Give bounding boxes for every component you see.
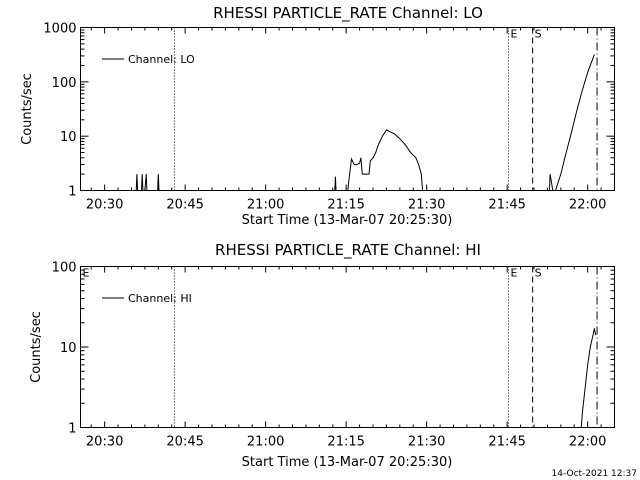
event-marker-label: E xyxy=(83,267,90,280)
legend-label: Channel: LO xyxy=(128,53,195,66)
x-ticks: 20:30 20:45 21:00 21:15 21:30 21:45 22:00 xyxy=(86,27,606,213)
chart-title: RHESSI PARTICLE_RATE Channel: LO xyxy=(213,4,483,23)
timestamp: 14-Oct-2021 12:37 xyxy=(552,469,637,479)
event-marker-label: E xyxy=(511,267,518,280)
plot-frame xyxy=(80,266,615,428)
x-tick-label: 21:30 xyxy=(408,198,445,213)
x-tick-label: 21:15 xyxy=(327,435,364,450)
y-axis-label: Counts/sec xyxy=(29,311,44,383)
x-tick-label: 21:15 xyxy=(327,198,364,213)
series-line xyxy=(135,54,595,191)
x-tick-label: 21:30 xyxy=(408,435,445,450)
series-layer xyxy=(135,54,595,191)
x-tick-label: 21:00 xyxy=(247,198,284,213)
y-tick-label: 100 xyxy=(52,261,77,276)
y-tick-label: 100 xyxy=(52,76,77,91)
chart-title: RHESSI PARTICLE_RATE Channel: HI xyxy=(215,241,481,260)
x-axis-label: Start Time (13-Mar-07 20:25:30) xyxy=(242,455,453,470)
x-tick-label: 21:45 xyxy=(488,435,525,450)
x-tick-label: 22:00 xyxy=(569,435,606,450)
y-tick-label: 10 xyxy=(60,341,77,356)
x-tick-label: 21:45 xyxy=(488,198,525,213)
y-ticks: 1 10 100 1000 xyxy=(43,22,615,200)
event-marker-label: S xyxy=(535,267,542,280)
x-tick-label: 20:45 xyxy=(166,435,203,450)
x-tick-label: 20:45 xyxy=(166,198,203,213)
series-layer xyxy=(580,328,597,428)
event-marker-label: E xyxy=(511,28,518,41)
x-tick-label: 20:30 xyxy=(86,198,123,213)
x-ticks: 20:30 20:45 21:00 21:15 21:30 21:45 22:00 xyxy=(86,266,606,450)
x-tick-label: 20:30 xyxy=(86,435,123,450)
series-line xyxy=(580,328,597,428)
y-tick-label: 10 xyxy=(60,130,77,145)
x-axis-label: Start Time (13-Mar-07 20:25:30) xyxy=(242,213,453,228)
y-ticks: 1 10 100 xyxy=(52,261,615,437)
y-tick-label: 1 xyxy=(68,185,76,200)
event-marker-label: S xyxy=(535,28,542,41)
y-tick-label: 1 xyxy=(68,422,76,437)
x-tick-label: 21:00 xyxy=(247,435,284,450)
y-axis-label: Counts/sec xyxy=(20,73,35,145)
x-tick-label: 22:00 xyxy=(569,198,606,213)
chart-hi: RHESSI PARTICLE_RATE Channel: HI 20:30 20… xyxy=(29,241,615,470)
chart-lo: RHESSI PARTICLE_RATE Channel: LO 20:30 20… xyxy=(20,4,615,228)
legend-label: Channel: HI xyxy=(128,292,192,305)
y-tick-label: 1000 xyxy=(43,22,76,37)
plot-frame xyxy=(80,27,615,191)
